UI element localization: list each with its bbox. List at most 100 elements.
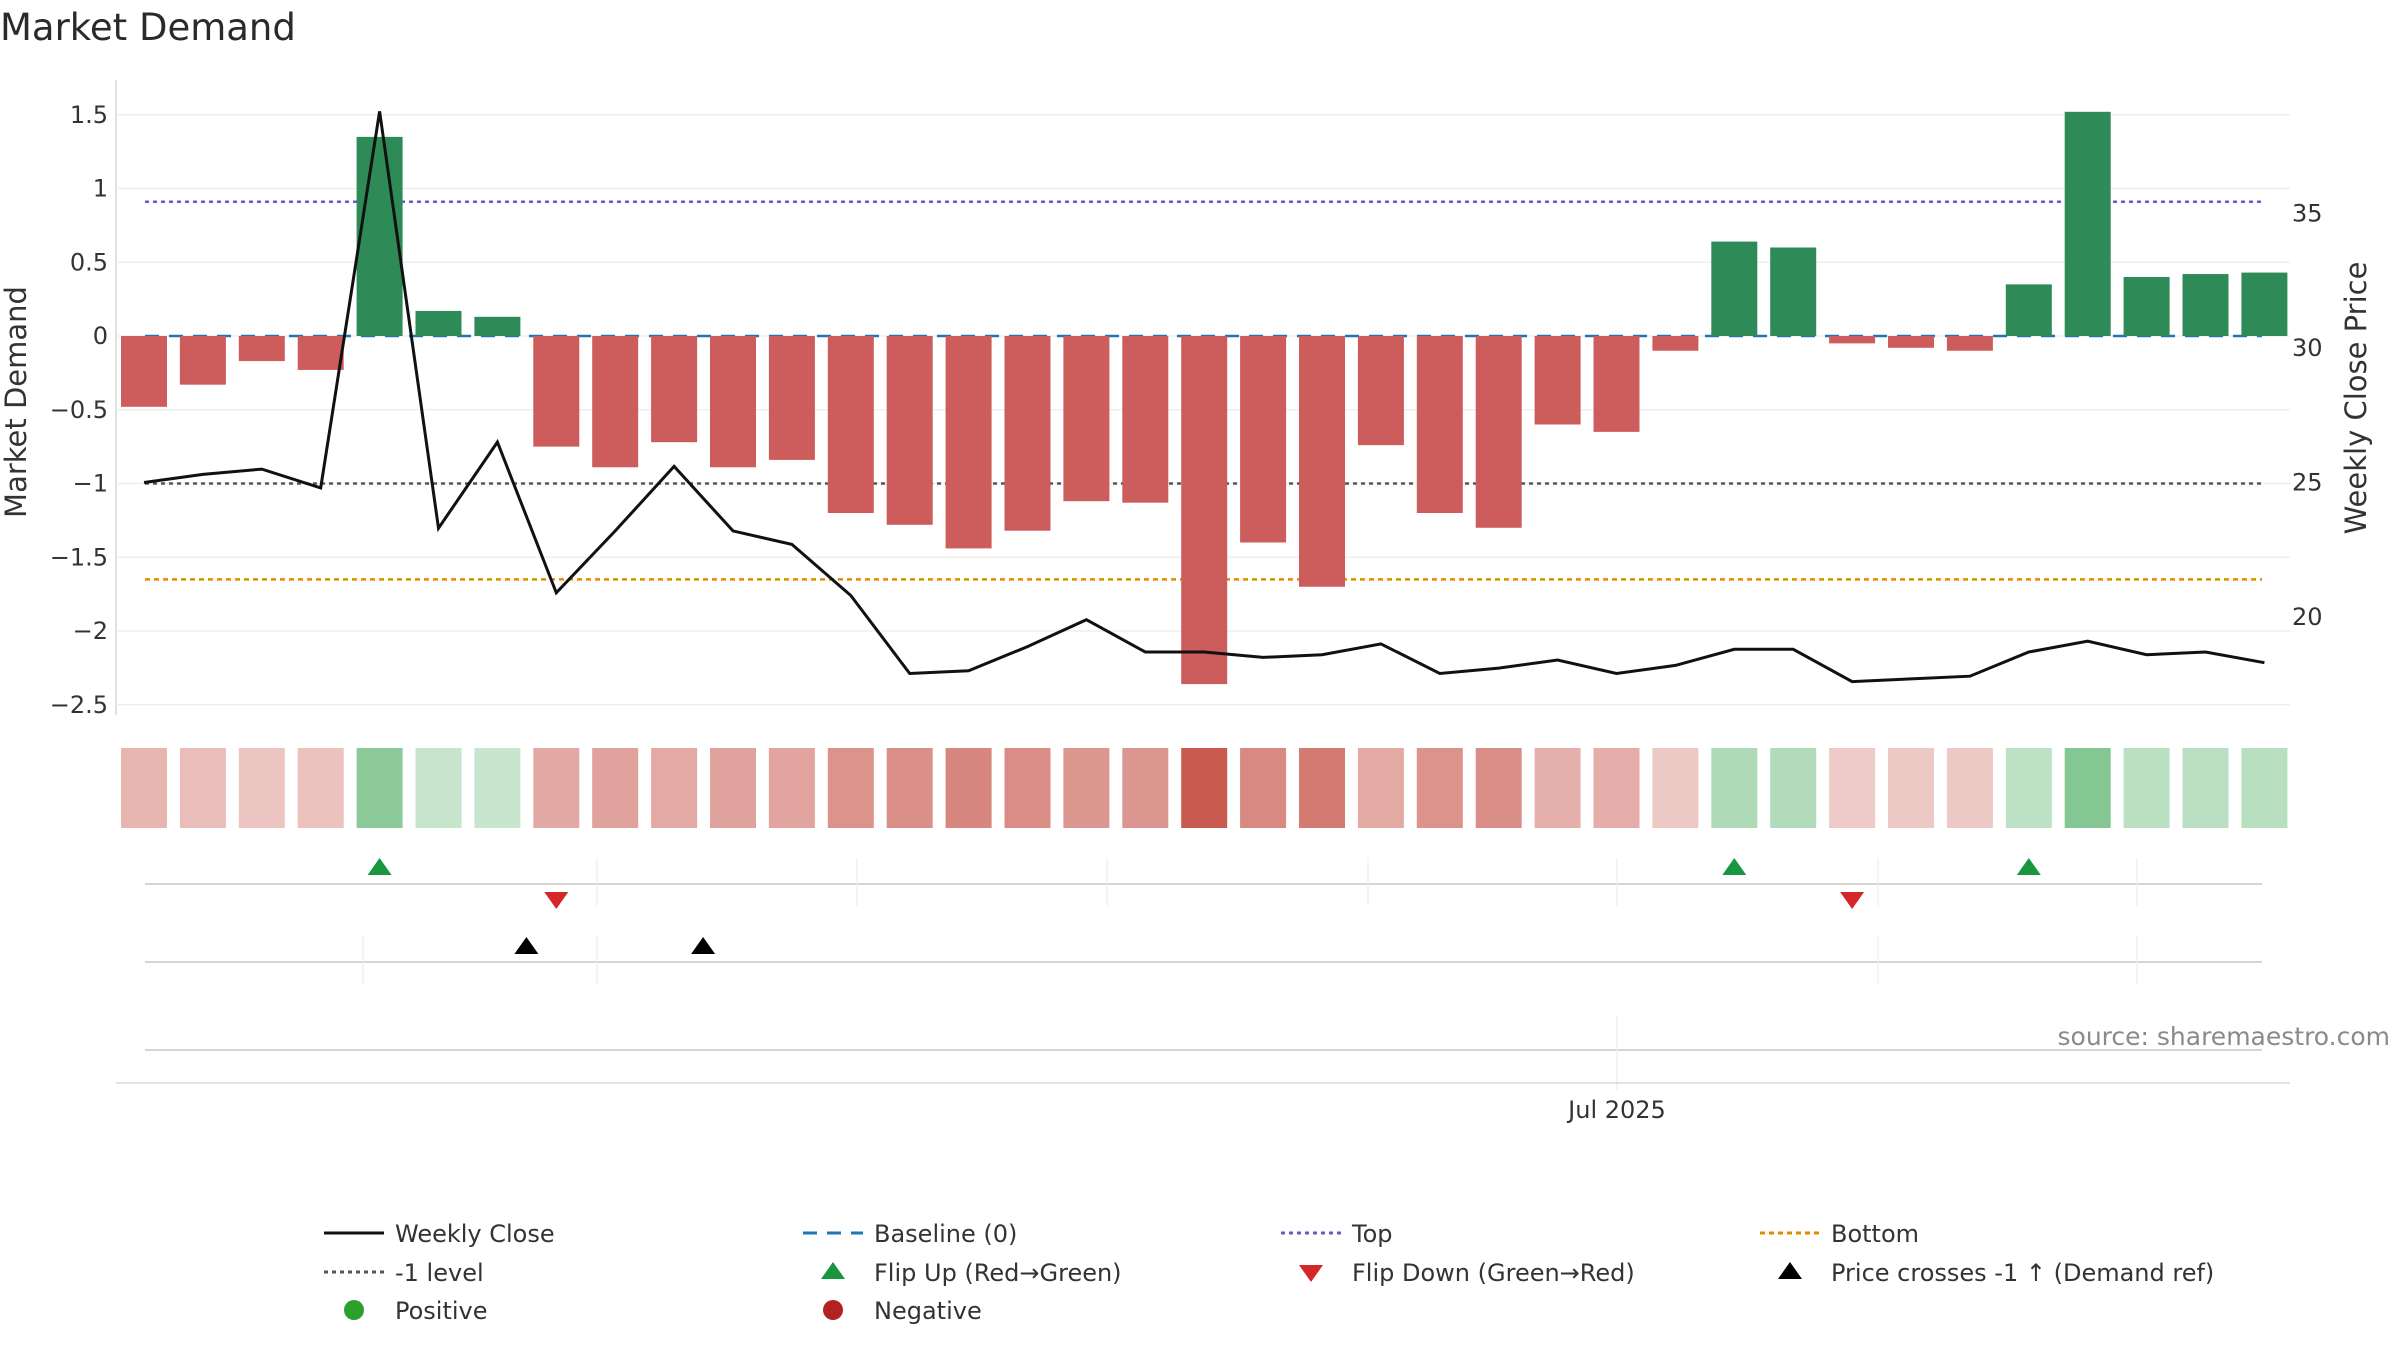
legend-label: Negative	[874, 1297, 982, 1325]
heat-cell	[592, 748, 639, 828]
heat-cell	[1888, 748, 1934, 828]
legend-swatch	[344, 1300, 364, 1320]
demand-bar	[1063, 336, 1110, 502]
flip-down-marker	[1840, 892, 1865, 909]
demand-bar	[1593, 336, 1640, 432]
demand-bar	[651, 336, 698, 443]
legend-item: Bottom	[1760, 1220, 1919, 1248]
legend-item: Positive	[344, 1297, 488, 1325]
legend-label: Bottom	[1831, 1220, 1919, 1248]
y-tick-right: 25	[2292, 469, 2323, 497]
heat-cell	[1652, 748, 1699, 828]
legend-label: -1 level	[395, 1259, 484, 1287]
heat-cell	[1593, 748, 1640, 828]
y-tick-left: 1	[93, 175, 108, 203]
heat-cell	[827, 748, 874, 828]
demand-bar	[1181, 336, 1228, 685]
demand-bar	[592, 336, 639, 468]
heat-cell	[179, 748, 226, 828]
heat-cell	[238, 748, 285, 828]
heat-cell	[2241, 748, 2288, 828]
y-tick-left: −1.5	[50, 543, 108, 571]
legend-item: Flip Down (Green→Red)	[1299, 1259, 1635, 1287]
heat-cell	[1946, 748, 1993, 828]
y-tick-left: −0.5	[50, 396, 108, 424]
heat-cell	[2182, 748, 2229, 828]
legend: Weekly Close Baseline (0) Top Bottom -1 leve…	[324, 1220, 2214, 1325]
heat-cell	[1475, 748, 1522, 828]
heat-cell	[710, 748, 756, 828]
legend-item: Flip Up (Red→Green)	[821, 1259, 1122, 1287]
heat-cell	[1711, 748, 1758, 828]
legend-item: Negative	[823, 1297, 982, 1325]
heat-cell	[356, 748, 403, 828]
y-tick-right: 35	[2292, 200, 2323, 228]
heat-cell	[1416, 748, 1463, 828]
demand-bar	[1711, 241, 1758, 336]
demand-bar	[2123, 277, 2170, 336]
source-label: source: sharemaestro.com	[2058, 1022, 2391, 1051]
x-tick-label: Jul 2025	[1566, 1096, 1666, 1124]
demand-bar	[356, 136, 403, 336]
demand-bar	[1652, 336, 1699, 351]
heat-cell	[1357, 748, 1404, 828]
legend-item: Price crosses -1 ↑ (Demand ref)	[1778, 1259, 2214, 1287]
heat-cell	[886, 748, 933, 828]
heat-cell	[945, 748, 992, 828]
demand-bar	[2064, 111, 2111, 336]
demand-bar	[415, 310, 462, 336]
demand-bar	[121, 336, 167, 407]
heat-cell	[1299, 748, 1345, 828]
legend-item: Weekly Close	[324, 1220, 555, 1248]
demand-bar	[1122, 336, 1169, 503]
demand-bar	[1475, 336, 1522, 528]
heat-cell	[1240, 748, 1287, 828]
heat-cell	[2123, 748, 2170, 828]
demand-bar	[768, 336, 815, 460]
heat-cell	[1829, 748, 1876, 828]
demand-bar	[1357, 336, 1404, 446]
price-cross-marker	[691, 937, 716, 954]
legend-label: Flip Up (Red→Green)	[874, 1259, 1122, 1287]
demand-bar	[533, 336, 580, 447]
heat-cell	[415, 748, 462, 828]
demand-bar	[710, 336, 756, 468]
y-tick-left: −2.5	[50, 691, 108, 719]
demand-bar	[1888, 336, 1934, 348]
legend-label: Price crosses -1 ↑ (Demand ref)	[1831, 1259, 2214, 1287]
heat-strip	[121, 748, 2288, 828]
y-tick-left: 1.5	[70, 101, 108, 129]
demand-bar	[1829, 336, 1876, 344]
demand-bar	[1946, 336, 1993, 351]
heat-cell	[1004, 748, 1051, 828]
demand-bar	[1534, 336, 1581, 425]
heat-cell	[1770, 748, 1817, 828]
y-axis-label-right: Weekly Close Price	[2339, 262, 2373, 535]
demand-bar	[886, 336, 933, 525]
legend-swatch	[1299, 1265, 1323, 1282]
price-line-layer	[143, 111, 2265, 684]
legend-item: Baseline (0)	[803, 1220, 1017, 1248]
legend-swatch	[821, 1262, 845, 1279]
legend-item: Top	[1281, 1220, 1393, 1248]
heat-cell	[2064, 748, 2111, 828]
y-tick-right: 30	[2292, 334, 2323, 362]
heat-cell	[1534, 748, 1581, 828]
demand-bar	[2241, 272, 2288, 336]
legend-swatch	[1778, 1262, 1802, 1279]
heat-cell	[1063, 748, 1110, 828]
heat-cell	[533, 748, 580, 828]
demand-bar	[297, 336, 344, 370]
heat-cell	[651, 748, 698, 828]
demand-bar	[945, 336, 992, 549]
y-tick-left: −2	[73, 617, 108, 645]
heat-cell	[121, 748, 167, 828]
chart-title: Market Demand	[0, 6, 296, 49]
y-axis-label-left: Market Demand	[0, 286, 33, 518]
y-tick-right: 20	[2292, 603, 2323, 631]
legend-label: Positive	[395, 1297, 488, 1325]
demand-bar	[1240, 336, 1287, 543]
demand-bar	[1770, 247, 1817, 336]
heat-cell	[2005, 748, 2052, 828]
